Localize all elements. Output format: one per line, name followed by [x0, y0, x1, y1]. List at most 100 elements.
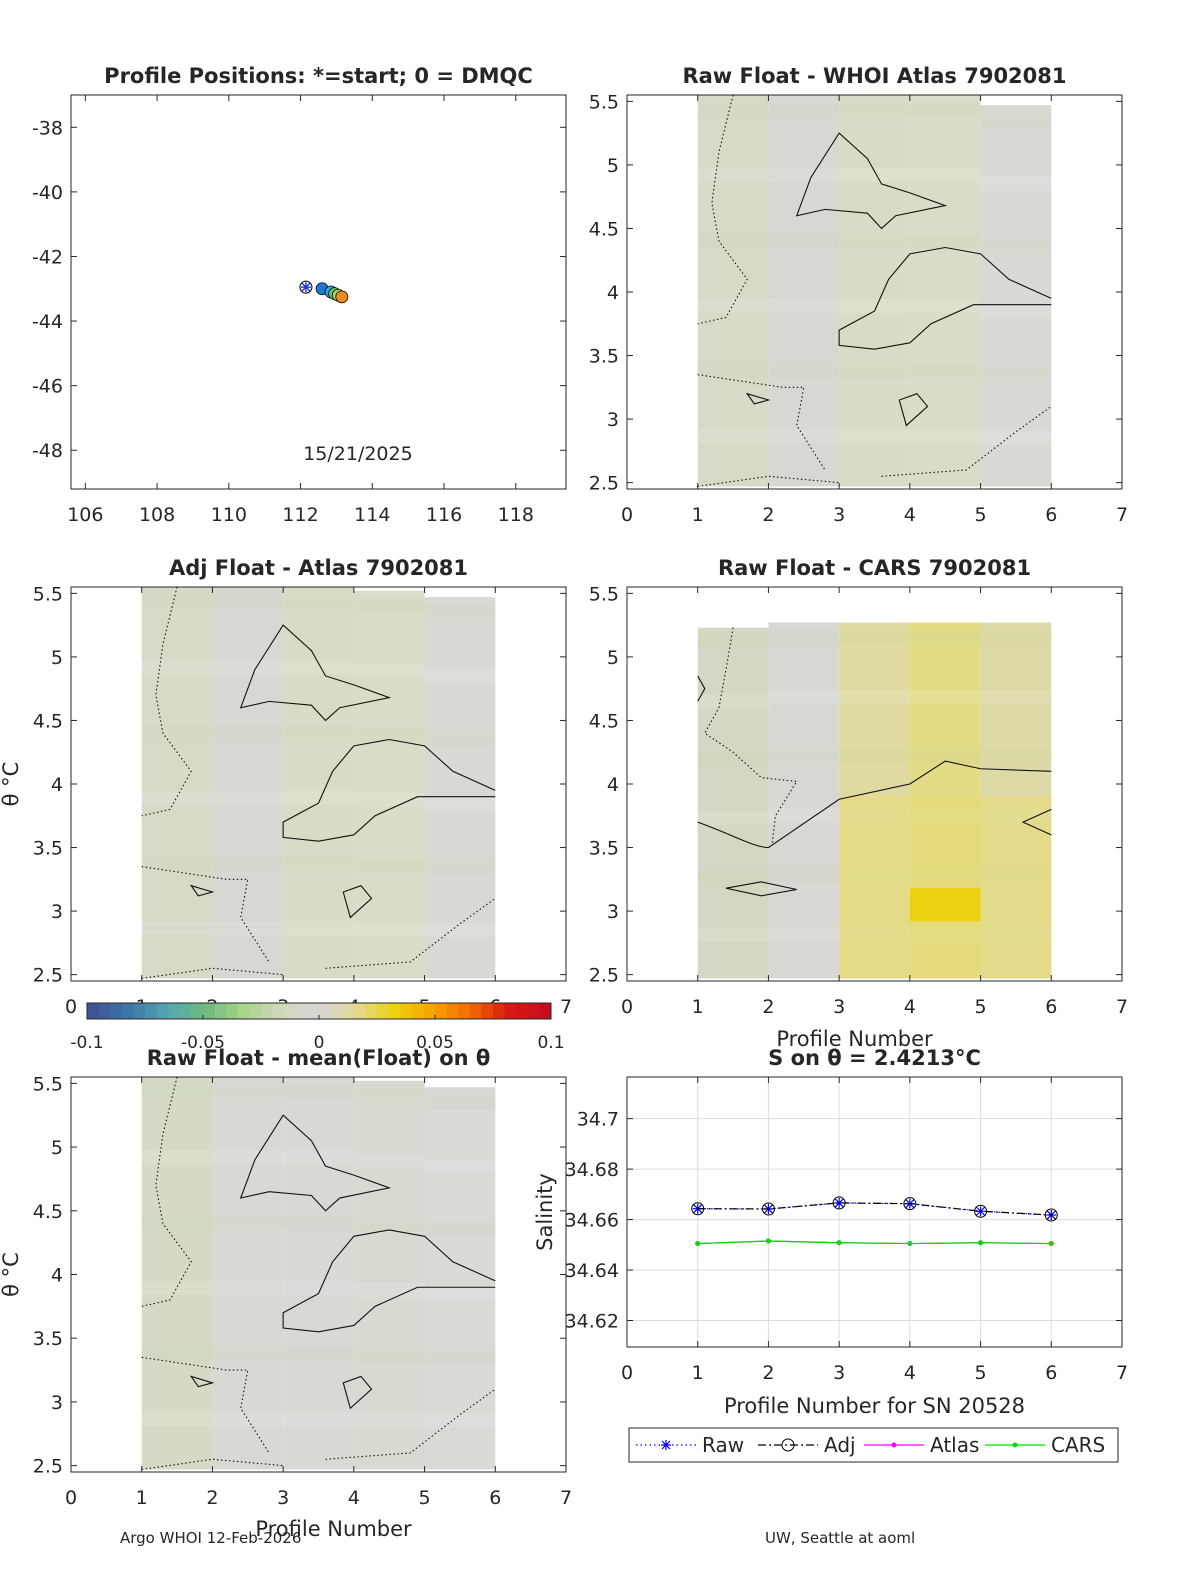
cars-ytick-label: 2.5	[589, 965, 619, 987]
whoi-heatmap-band	[697, 298, 769, 313]
adj-atlas-heatmap-cell	[212, 587, 284, 979]
whoi-heatmap-cell	[909, 95, 981, 487]
adj-atlas-contour	[342, 885, 373, 919]
whoi-heatmap-cell	[839, 95, 910, 487]
colorbar-segment	[504, 1003, 517, 1019]
adj-atlas-heatmap-band	[141, 595, 213, 609]
cars-xtick-label: 0	[621, 996, 633, 1018]
whoi-heatmap	[697, 95, 1052, 487]
mean-xtick-label: 4	[348, 1487, 360, 1509]
colorbar-segment	[203, 1003, 216, 1019]
mean-ytick-label: 3	[51, 1392, 63, 1414]
colorbar-segment	[168, 1003, 181, 1019]
colorbar-tick-label: -0.05	[181, 1033, 225, 1053]
cars-heatmap-band	[697, 811, 769, 826]
positions-ytick-label: -44	[32, 311, 63, 333]
adj-atlas-ytick-label: 3.5	[33, 838, 63, 860]
mean-contour	[239, 1114, 392, 1212]
adj-atlas-heatmap-band	[212, 595, 284, 609]
salinity-xtick-label: 6	[1045, 1362, 1057, 1384]
mean-contour-dotted	[141, 1076, 192, 1307]
cars-xtick-label: 6	[1045, 996, 1057, 1018]
cars-point	[907, 1241, 913, 1247]
adj-atlas-heatmap	[141, 587, 496, 979]
adj-atlas-heatmap-band	[212, 725, 284, 740]
mean-heatmap-band	[424, 1286, 496, 1301]
cars-ylabel: θ °C	[555, 762, 579, 807]
adj-point	[974, 1204, 988, 1218]
colorbar-segment	[458, 1003, 471, 1019]
colorbar-segment	[527, 1003, 540, 1019]
mean-contour-dotted	[141, 1356, 270, 1454]
legend-label-raw: Raw	[702, 1433, 744, 1457]
adj-atlas-heatmap-cell	[283, 587, 354, 979]
mean-xtick-label: 5	[419, 1487, 431, 1509]
mean-heatmap-cell	[141, 1077, 213, 1470]
cars-xtick-label: 5	[975, 996, 987, 1018]
whoi-heatmap-band	[768, 103, 840, 117]
whoi-heatmap-band	[909, 233, 981, 248]
colorbar-segment	[237, 1003, 250, 1019]
whoi-ytick-label: 5.5	[589, 91, 619, 113]
whoi-heatmap-band	[839, 168, 910, 183]
colorbar-segment	[342, 1003, 355, 1019]
whoi-ytick-label: 4	[607, 282, 619, 304]
positions-ytick-label: -42	[32, 246, 63, 268]
mean-heatmap-band	[424, 1095, 496, 1110]
mean-heatmap-band	[424, 1158, 496, 1173]
whoi-heatmap-band	[909, 103, 981, 117]
mean-heatmap-band	[212, 1150, 284, 1165]
adj-atlas-heatmap-band	[424, 605, 496, 620]
adj-atlas-heatmap-band	[141, 660, 213, 675]
adj-point	[761, 1202, 775, 1216]
mean-heatmap-band	[424, 1222, 496, 1237]
positions-ytick-label: -46	[32, 376, 63, 398]
colorbar-segment	[87, 1003, 100, 1019]
whoi-ytick-label: 3.5	[589, 346, 619, 368]
mean-xlabel: Profile Number	[255, 1517, 412, 1541]
whoi-heatmap-band	[980, 303, 1052, 318]
mean-xtick-label: 3	[277, 1487, 289, 1509]
mean-ytick-label: 2.5	[33, 1456, 63, 1478]
adj-atlas-heatmap-band	[141, 790, 213, 805]
colorbar-tick-label: -0.1	[70, 1033, 103, 1053]
cars-heatmap-band	[839, 749, 910, 764]
cars-point	[1048, 1241, 1054, 1247]
salinity-xtick-label: 2	[762, 1362, 774, 1384]
mean-xtick-label: 1	[136, 1487, 148, 1509]
positions-axes-box	[70, 94, 567, 490]
whoi-heatmap-band	[980, 113, 1052, 128]
adj-atlas-heatmap-band	[424, 795, 496, 810]
whoi-heatmap-band	[768, 363, 840, 378]
colorbar-segment	[493, 1003, 506, 1019]
mean-xtick-label: 2	[206, 1487, 218, 1509]
cars-title: Raw Float - CARS 7902081	[718, 556, 1031, 580]
cars-ytick-label: 3	[607, 901, 619, 923]
positions-ytick-label: -38	[32, 117, 63, 139]
adj-atlas-heatmap-band	[353, 598, 425, 613]
mean-ytick-label: 4	[51, 1265, 63, 1287]
whoi-heatmap-band	[909, 363, 981, 378]
colorbar-segment	[411, 1003, 424, 1019]
mean-heatmap-band	[424, 1350, 496, 1365]
colorbar-segment	[307, 1003, 320, 1019]
adj-atlas-contour-dotted	[141, 866, 270, 963]
cars-heatmap-band	[909, 630, 981, 645]
whoi-heatmap-band	[697, 363, 769, 378]
whoi-heatmap-band	[697, 168, 769, 183]
adj-atlas-heatmap-band	[283, 790, 354, 805]
mean-heatmap-band	[283, 1281, 354, 1296]
mean-heatmap-band	[424, 1413, 496, 1428]
positions-title: Profile Positions: *=start; 0 = DMQC	[104, 64, 533, 88]
colorbar-segment	[156, 1003, 169, 1019]
mean-heatmap-band	[212, 1085, 284, 1099]
positions-xtick-label: 114	[354, 504, 390, 526]
positions-ytick-label: -48	[32, 440, 63, 462]
whoi-heatmap-band	[697, 429, 769, 444]
whoi-heatmap-cell	[697, 95, 769, 487]
cars-heatmap-band	[768, 630, 840, 645]
adj-atlas-heatmap-band	[283, 725, 354, 740]
adj-atlas-ytick-label: 5	[51, 647, 63, 669]
mean-ytick-label: 5	[51, 1137, 63, 1159]
whoi-xtick-label: 2	[762, 504, 774, 526]
